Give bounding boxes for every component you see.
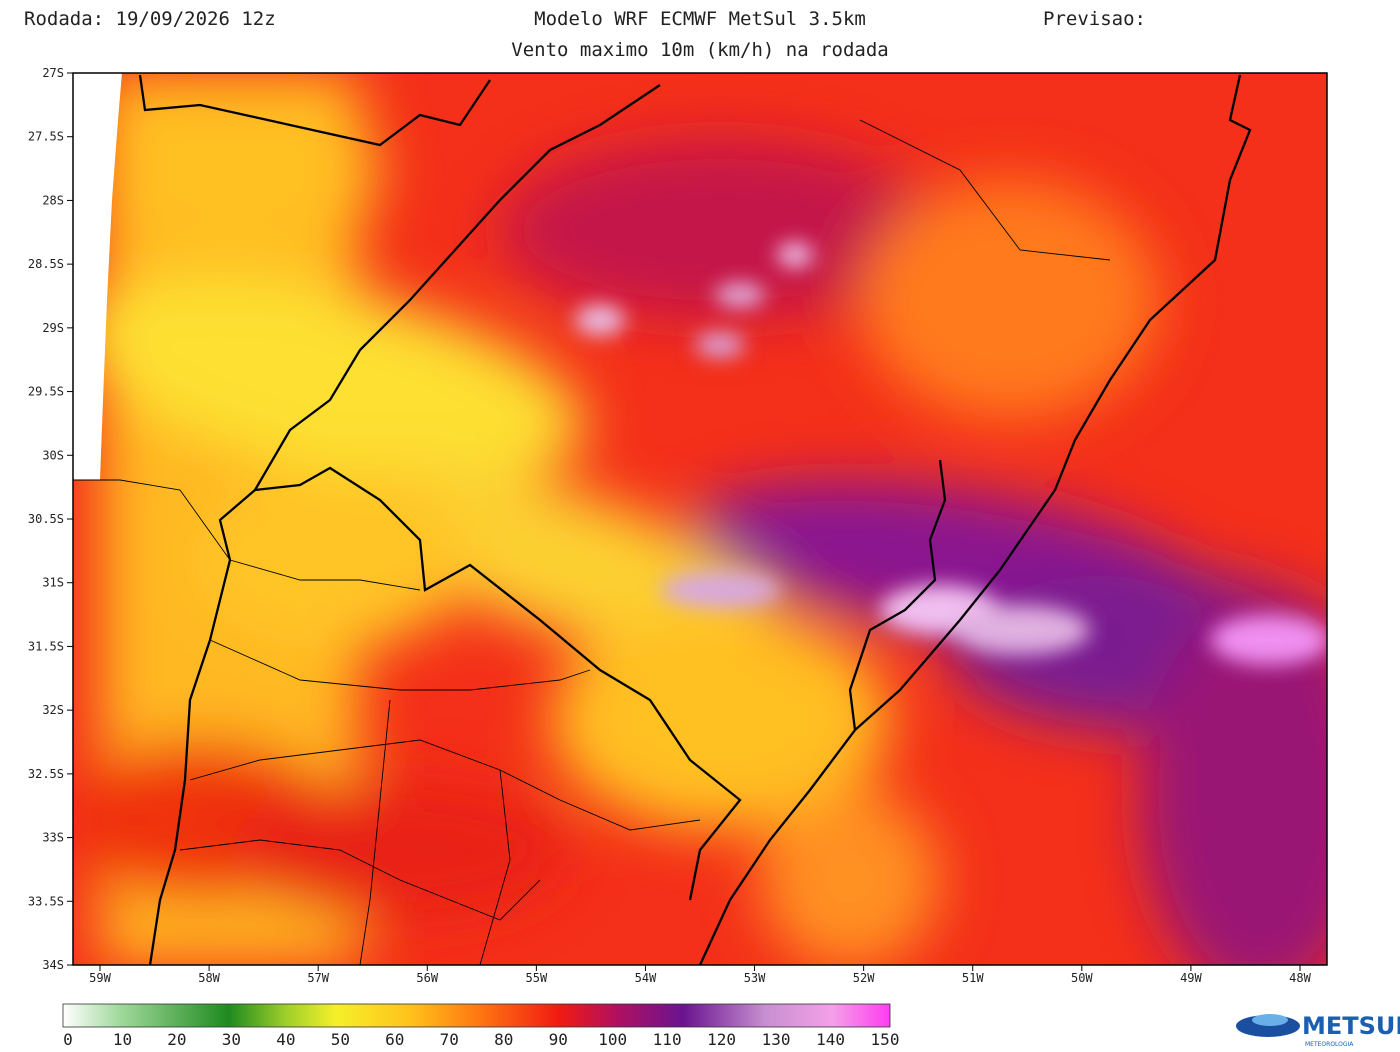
- lon-label: 49W: [1180, 971, 1202, 985]
- colorbar-label: 130: [762, 1030, 791, 1049]
- wind-field: [73, 73, 1327, 965]
- colorbar-label: 140: [816, 1030, 845, 1049]
- logo-tagline: METEOROLOGIA: [1305, 1041, 1354, 1048]
- lon-label: 59W: [89, 971, 111, 985]
- lat-label: 28S: [42, 193, 64, 207]
- logo-brand: METSUL: [1302, 1012, 1400, 1040]
- colorbar-label: 40: [276, 1030, 295, 1049]
- subtitle: Vento maximo 10m (km/h) na rodada: [511, 39, 889, 61]
- lat-label: 29S: [42, 321, 64, 335]
- colorbar-label: 30: [222, 1030, 241, 1049]
- latitude-axis: 27S 27.5S 28S 28.5S 29S 29.5S 30S 30.5S 31S 31.5S…: [28, 66, 73, 972]
- colorbar-label: 50: [331, 1030, 350, 1049]
- lat-label: 30S: [42, 448, 64, 462]
- lon-label: 55W: [526, 971, 548, 985]
- colorbar-label: 90: [549, 1030, 568, 1049]
- colorbar-label: 0: [63, 1030, 73, 1049]
- lat-label: 29.5S: [28, 385, 64, 399]
- colorbar-label: 60: [385, 1030, 404, 1049]
- lat-label: 34S: [42, 958, 64, 972]
- lat-label: 27S: [42, 66, 64, 80]
- lon-label: 57W: [307, 971, 329, 985]
- lat-label: 27.5S: [28, 130, 64, 144]
- colorbar-label: 150: [871, 1030, 900, 1049]
- lat-label: 31.5S: [28, 639, 64, 653]
- lat-label: 28.5S: [28, 257, 64, 271]
- colorbar-label: 110: [653, 1030, 682, 1049]
- lon-label: 50W: [1071, 971, 1093, 985]
- lon-label: 51W: [962, 971, 984, 985]
- colorbar-label: 20: [167, 1030, 186, 1049]
- longitude-axis: 59W 58W 57W 56W 55W 54W 53W 52W 51W 50W 49W 48W: [89, 965, 1312, 985]
- lon-label: 54W: [635, 971, 657, 985]
- lon-label: 53W: [744, 971, 766, 985]
- lat-label: 30.5S: [28, 512, 64, 526]
- colorbar-labels: 0 10 20 30 40 50 60 70 80 90 100 110 120 130 140 150: [63, 1030, 899, 1049]
- lat-label: 32S: [42, 703, 64, 717]
- colorbar: [62, 1003, 891, 1028]
- model-label: Modelo WRF ECMWF MetSul 3.5km: [534, 8, 866, 30]
- lat-label: 31S: [42, 576, 64, 590]
- forecast-label: Previsao:: [1043, 8, 1146, 30]
- colorbar-label: 120: [707, 1030, 736, 1049]
- lon-label: 48W: [1289, 971, 1311, 985]
- colorbar-label: 100: [598, 1030, 627, 1049]
- lon-label: 52W: [853, 971, 875, 985]
- lat-label: 33.5S: [28, 894, 64, 908]
- lat-label: 32.5S: [28, 767, 64, 781]
- lon-label: 58W: [198, 971, 220, 985]
- run-label: Rodada: 19/09/2026 12z: [24, 8, 276, 30]
- lat-label: 33S: [42, 831, 64, 845]
- colorbar-label: 70: [440, 1030, 459, 1049]
- logo: METSUL METEOROLOGIA: [1236, 1012, 1400, 1048]
- colorbar-label: 80: [494, 1030, 513, 1049]
- colorbar-label: 10: [113, 1030, 132, 1049]
- lon-label: 56W: [416, 971, 438, 985]
